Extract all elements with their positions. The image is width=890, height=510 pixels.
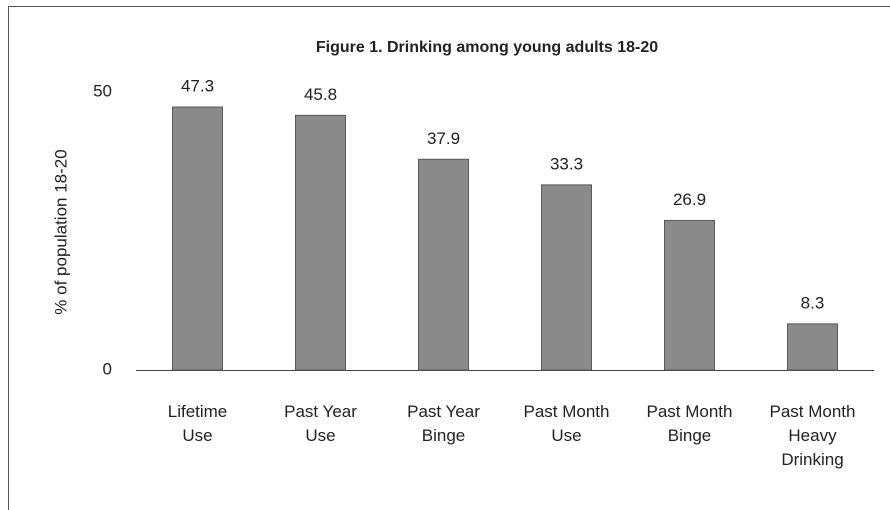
x-tick-label: Past Month Binge bbox=[646, 402, 733, 445]
x-tick-label: Past Year Use bbox=[284, 402, 357, 445]
value-label: 47.3 bbox=[181, 76, 214, 95]
x-tick-label: Past Month Use bbox=[523, 402, 610, 445]
bar bbox=[295, 114, 346, 371]
x-tick-label: Past Year Binge bbox=[407, 402, 480, 445]
chart-title: Figure 1. Drinking among young adults 18… bbox=[316, 39, 658, 56]
value-label: 37.9 bbox=[427, 129, 460, 148]
x-tick-label: Past Month Heavy Drinking bbox=[769, 402, 856, 469]
bar bbox=[787, 323, 838, 371]
bar bbox=[418, 158, 469, 371]
bar bbox=[172, 106, 223, 371]
value-label: 33.3 bbox=[550, 154, 583, 173]
value-label: 45.8 bbox=[304, 85, 337, 104]
value-label: 8.3 bbox=[801, 293, 825, 312]
y-tick-label: 0 bbox=[103, 359, 112, 378]
chart-frame bbox=[8, 6, 890, 510]
value-label: 26.9 bbox=[673, 190, 706, 209]
x-tick-label: Lifetime Use bbox=[167, 402, 228, 445]
y-tick-label: 50 bbox=[93, 81, 112, 100]
bar bbox=[664, 219, 715, 371]
bar bbox=[541, 184, 592, 371]
y-axis-label: % of population 18-20 bbox=[51, 149, 70, 314]
